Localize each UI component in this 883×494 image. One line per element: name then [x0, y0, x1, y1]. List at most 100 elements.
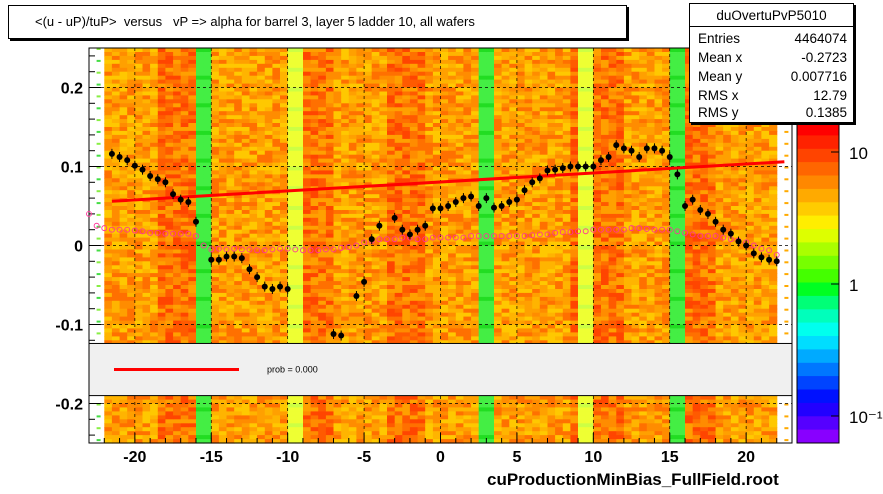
heatmap-cell: [471, 324, 480, 329]
heatmap-cell: [180, 63, 189, 69]
heatmap-cell: [264, 221, 273, 227]
heatmap-cell: [165, 340, 174, 345]
heatmap-cell: [409, 324, 419, 329]
heatmap-cell: [440, 253, 449, 258]
heatmap-cell: [150, 265, 159, 270]
heatmap-cell: [111, 249, 121, 254]
heatmap-cell: [173, 123, 182, 128]
heatmap-cell: [432, 423, 442, 428]
heatmap-cell: [234, 55, 243, 61]
heatmap-cell: [463, 52, 472, 57]
heatmap-cell: [295, 241, 304, 247]
heatmap-cell: [387, 150, 396, 156]
heatmap-cell: [249, 170, 258, 175]
heatmap-cell: [111, 265, 121, 270]
heatmap-cell: [387, 52, 396, 57]
heatmap-cell: [387, 134, 396, 140]
heatmap-cell: [478, 316, 487, 322]
heatmap-cell: [157, 146, 166, 152]
heatmap-cell: [348, 174, 357, 179]
heatmap-cell: [356, 103, 365, 108]
heatmap-cell: [448, 241, 457, 247]
heatmap-cell: [142, 83, 151, 89]
heatmap-cell: [104, 59, 113, 65]
heatmap-cell: [280, 403, 289, 408]
heatmap-cell: [211, 435, 220, 440]
heatmap-cell: [180, 55, 189, 61]
heatmap-cell: [165, 419, 174, 424]
heatmap-cell: [318, 127, 327, 132]
heatmap-cell: [264, 67, 273, 73]
heatmap-cell: [394, 119, 403, 124]
heatmap-cell: [196, 138, 205, 144]
heatmap-cell: [371, 423, 380, 428]
heatmap-cell: [432, 431, 442, 436]
heatmap-cell: [417, 213, 426, 219]
heatmap-cell: [264, 134, 273, 140]
heatmap-cell: [432, 217, 442, 223]
heatmap-cell: [379, 411, 388, 416]
heatmap-cell: [234, 217, 243, 223]
heatmap-cell: [180, 237, 189, 243]
heatmap-cell: [409, 411, 419, 416]
heatmap-cell: [188, 178, 197, 183]
heatmap-cell: [409, 229, 419, 235]
heatmap-cell: [356, 289, 365, 294]
heatmap-cell: [211, 146, 220, 152]
heatmap-cell: [218, 198, 228, 203]
heatmap-cell: [257, 127, 266, 132]
heatmap-cell: [127, 431, 136, 436]
heatmap-cell: [295, 75, 304, 81]
heatmap-cell: [471, 150, 480, 156]
heatmap-cell: [203, 75, 212, 81]
heatmap-cell: [211, 289, 220, 294]
heatmap-cell: [188, 395, 197, 401]
heatmap-cell: [325, 95, 335, 100]
heatmap-cell: [127, 178, 136, 183]
heatmap-cell: [104, 170, 113, 175]
heatmap-cell: [318, 162, 327, 168]
heatmap-cell: [257, 237, 266, 243]
heatmap-cell: [173, 427, 182, 432]
heatmap-cell: [203, 79, 212, 85]
heatmap-cell: [455, 312, 464, 318]
heatmap-cell: [157, 170, 166, 175]
heatmap-cell: [325, 300, 335, 306]
heatmap-cell: [448, 95, 457, 100]
heatmap-cell: [356, 194, 365, 199]
heatmap-cell: [478, 55, 487, 61]
heatmap-cell: [463, 411, 472, 416]
heatmap-cell: [287, 134, 296, 140]
heatmap-cell: [303, 249, 312, 254]
heatmap-cell: [249, 130, 258, 136]
heatmap-cell: [196, 186, 205, 191]
heatmap-cell: [157, 395, 166, 401]
heatmap-cell: [379, 190, 388, 195]
heatmap-cell: [211, 296, 220, 302]
heatmap-cell: [234, 269, 243, 274]
heatmap-cell: [119, 289, 128, 294]
heatmap-cell: [432, 245, 442, 250]
heatmap-cell: [157, 340, 166, 345]
heatmap-cell: [264, 423, 273, 428]
heatmap-cell: [287, 210, 296, 215]
heatmap-cell: [325, 431, 335, 436]
heatmap-cell: [211, 91, 220, 96]
heatmap-cell: [325, 395, 335, 401]
heatmap-cell: [134, 395, 143, 401]
heatmap-cell: [440, 174, 449, 179]
heatmap-cell: [218, 67, 228, 73]
heatmap-cell: [448, 166, 457, 171]
heatmap-cell: [402, 399, 411, 405]
heatmap-cell: [325, 127, 335, 132]
heatmap-cell: [364, 83, 373, 89]
heatmap-cell: [440, 241, 449, 247]
heatmap-cell: [264, 103, 273, 108]
heatmap-cell: [127, 111, 136, 116]
heatmap-cell: [226, 154, 235, 160]
heatmap-cell: [104, 87, 113, 92]
heatmap-cell: [394, 95, 403, 100]
heatmap-cell: [180, 277, 189, 282]
heatmap-cell: [455, 289, 464, 294]
heatmap-cell: [409, 213, 419, 219]
